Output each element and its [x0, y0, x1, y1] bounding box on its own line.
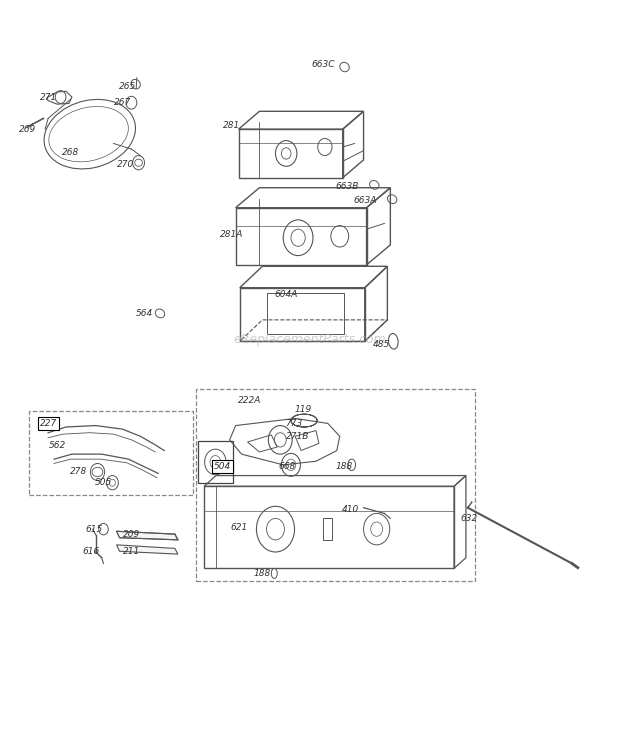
- Text: 616: 616: [83, 548, 100, 557]
- Text: 562: 562: [48, 441, 66, 450]
- Text: 632: 632: [461, 514, 478, 523]
- Text: 615: 615: [86, 525, 103, 533]
- Text: 188: 188: [336, 462, 353, 471]
- Text: 773: 773: [285, 419, 303, 428]
- Text: 271B: 271B: [286, 432, 310, 440]
- Text: 268: 268: [62, 147, 79, 156]
- Text: 604A: 604A: [275, 290, 298, 299]
- Text: 271: 271: [40, 92, 57, 101]
- Text: 211: 211: [123, 547, 141, 556]
- Bar: [29, 411, 193, 495]
- Text: 663A: 663A: [353, 196, 377, 205]
- Bar: [198, 441, 232, 483]
- Text: 209: 209: [123, 530, 141, 539]
- Text: 265: 265: [118, 82, 136, 91]
- Text: 505: 505: [95, 478, 112, 487]
- Text: 504: 504: [214, 462, 231, 471]
- Text: 621: 621: [230, 523, 247, 532]
- Polygon shape: [117, 531, 178, 540]
- Text: 278: 278: [71, 467, 87, 476]
- Text: 663B: 663B: [336, 182, 359, 190]
- Bar: [196, 389, 476, 580]
- Text: eReplacementParts.com: eReplacementParts.com: [234, 333, 386, 347]
- Text: 281A: 281A: [219, 230, 243, 239]
- Text: 269: 269: [19, 125, 36, 134]
- Text: 267: 267: [114, 98, 131, 107]
- Text: 270: 270: [117, 161, 134, 170]
- Polygon shape: [117, 545, 178, 554]
- Bar: [323, 519, 332, 540]
- Text: 227: 227: [40, 419, 57, 428]
- Text: 410: 410: [342, 504, 359, 513]
- Text: 663C: 663C: [311, 60, 335, 69]
- Text: 668: 668: [279, 462, 296, 471]
- Text: 564: 564: [136, 309, 153, 318]
- Text: 281: 281: [223, 121, 240, 130]
- Text: 119: 119: [294, 405, 311, 414]
- Text: 188: 188: [254, 569, 271, 578]
- Text: 485: 485: [373, 340, 390, 350]
- Text: 222A: 222A: [237, 396, 261, 405]
